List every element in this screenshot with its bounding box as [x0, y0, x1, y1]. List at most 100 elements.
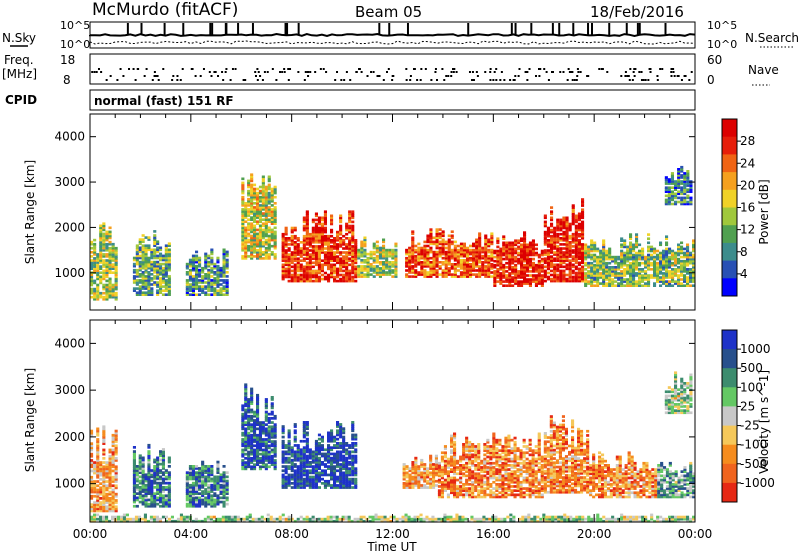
- freq-mark: [606, 71, 609, 73]
- range-gate-cell: [222, 262, 226, 266]
- range-gate-cell: [683, 247, 687, 251]
- range-gate-cell: [281, 273, 285, 277]
- range-gate-cell: [302, 247, 306, 250]
- range-gate-cell: [556, 251, 560, 254]
- range-gate-cell: [250, 210, 254, 213]
- range-gate-cell: [553, 234, 557, 238]
- range-gate-cell: [256, 195, 260, 199]
- range-gate-cell: [207, 293, 211, 296]
- range-gate-cell: [435, 232, 439, 235]
- range-gate-cell: [650, 249, 654, 253]
- range-gate-cell: [207, 475, 211, 479]
- range-gate-cell: [683, 278, 687, 281]
- range-gate-cell: [581, 275, 585, 279]
- range-gate-cell: [581, 279, 585, 283]
- range-gate-cell: [213, 287, 217, 290]
- range-gate-cell: [668, 259, 672, 263]
- range-gate-cell: [264, 216, 268, 219]
- range-gate-cell: [270, 236, 274, 240]
- range-gate-cell: [185, 473, 189, 477]
- freq-mark: [358, 68, 361, 70]
- range-gate-cell: [287, 253, 291, 256]
- range-gate-cell: [244, 244, 248, 248]
- range-gate-cell: [135, 248, 139, 252]
- range-gate-cell: [114, 478, 118, 481]
- range-gate-cell: [656, 272, 660, 275]
- range-gate-cell: [258, 459, 262, 462]
- range-gate-cell: [253, 444, 257, 448]
- range-gate-cell: [686, 243, 690, 247]
- range-gate-cell: [293, 251, 297, 254]
- range-gate-cell: [345, 279, 349, 283]
- range-gate-cell: [114, 255, 118, 258]
- range-gate-cell: [284, 263, 288, 267]
- range-gate-cell: [185, 285, 189, 288]
- range-gate-cell: [665, 247, 669, 251]
- range-gate-cell: [147, 465, 151, 468]
- range-gate-cell: [247, 402, 251, 405]
- range-gate-cell: [244, 255, 248, 258]
- range-gate-cell: [664, 176, 668, 179]
- range-gate-cell: [351, 247, 355, 250]
- range-gate-cell: [150, 248, 154, 252]
- range-gate-cell: [261, 212, 265, 215]
- range-gate-cell: [584, 282, 588, 285]
- range-gate-cell: [147, 456, 151, 460]
- range-gate-cell: [550, 230, 554, 234]
- range-gate-cell: [320, 259, 324, 262]
- range-gate-cell: [96, 429, 100, 433]
- range-gate-cell: [505, 266, 509, 269]
- range-gate-cell: [247, 226, 251, 230]
- range-gate-cell: [111, 444, 115, 448]
- range-gate-cell: [204, 275, 208, 278]
- range-gate-cell: [602, 266, 606, 269]
- range-gate-cell: [596, 280, 600, 283]
- range-gate-cell: [185, 471, 189, 474]
- range-gate-cell: [132, 504, 136, 508]
- freq-mark: [279, 71, 282, 73]
- range-gate-cell: [581, 230, 585, 234]
- range-gate-cell: [692, 270, 696, 273]
- freq-mark: [670, 75, 673, 77]
- range-gate-cell: [156, 273, 160, 276]
- range-gate-cell: [253, 255, 257, 258]
- range-gate-cell: [653, 259, 657, 263]
- range-gate-cell: [156, 285, 160, 288]
- range-gate-cell: [599, 255, 603, 259]
- range-gate-cell: [222, 475, 226, 479]
- range-gate-cell: [363, 254, 367, 258]
- range-gate-cell: [336, 257, 340, 260]
- range-gate-cell: [111, 452, 115, 456]
- range-gate-cell: [207, 492, 211, 495]
- freq-mark: [672, 68, 675, 70]
- range-gate-cell: [568, 247, 572, 250]
- range-gate-cell: [207, 498, 211, 502]
- range-gate-cell: [90, 507, 94, 511]
- range-gate-cell: [420, 273, 424, 276]
- range-gate-cell: [222, 252, 226, 256]
- range-gate-cell: [150, 475, 154, 479]
- range-gate-cell: [114, 251, 118, 254]
- range-gate-cell: [225, 254, 229, 258]
- range-gate-cell: [188, 473, 192, 477]
- range-gate-cell: [559, 226, 563, 230]
- range-gate-cell: [559, 243, 563, 246]
- range-gate-cell: [668, 261, 672, 265]
- range-gate-cell: [191, 502, 195, 506]
- range-gate-cell: [207, 471, 211, 474]
- range-gate-cell: [132, 458, 136, 462]
- range-gate-cell: [528, 253, 532, 257]
- range-gate-cell: [244, 246, 248, 250]
- range-gate-cell: [517, 247, 521, 251]
- range-gate-cell: [267, 208, 271, 211]
- range-gate-cell: [317, 259, 321, 262]
- range-gate-cell: [568, 255, 572, 258]
- range-gate-cell: [689, 280, 693, 283]
- range-gate-cell: [108, 232, 112, 236]
- range-gate-cell: [635, 245, 639, 249]
- range-gate-cell: [511, 259, 515, 263]
- range-gate-cell: [435, 263, 439, 266]
- range-gate-cell: [317, 257, 321, 260]
- range-gate-cell: [453, 263, 457, 266]
- range-gate-cell: [330, 230, 334, 234]
